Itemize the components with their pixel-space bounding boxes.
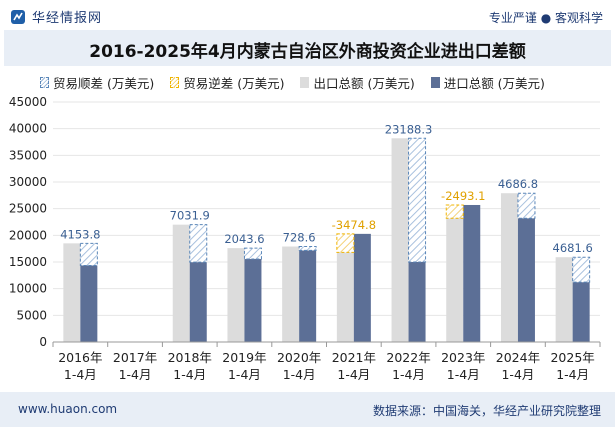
export-bar xyxy=(555,257,573,342)
balance-data-label: 4686.8 xyxy=(498,177,538,191)
legend-label-surplus: 贸易顺差 (万美元) xyxy=(53,76,155,91)
brand-name: 华经情报网 xyxy=(32,11,103,26)
title-band: 2016-2025年4月内蒙古自治区外商投资企业进出口差额 xyxy=(4,30,611,66)
x-tick-label: 2024年 1-4月 xyxy=(496,350,540,382)
x-tick-label: 2025年 1-4月 xyxy=(550,350,594,382)
export-bar xyxy=(282,246,300,342)
y-tick-label: 0 xyxy=(39,335,47,349)
legend-label-export: 出口总额 (万美元) xyxy=(313,76,415,91)
footer-source: 数据来源：中国海关，华经产业研究院整理 xyxy=(372,404,601,418)
export-bar xyxy=(336,252,354,342)
y-tick-label: 35000 xyxy=(9,148,47,162)
y-tick-label: 10000 xyxy=(9,282,47,296)
import-bar xyxy=(80,265,98,342)
export-bar xyxy=(391,138,409,342)
x-tick-label: 2022年 1-4月 xyxy=(386,350,430,382)
balance-data-label: 7031.9 xyxy=(170,209,210,223)
export-bar xyxy=(500,193,518,342)
legend-swatch-export xyxy=(300,77,310,88)
legend-item-export: 出口总额 (万美元) xyxy=(300,73,415,92)
footer: www.huaon.com 数据来源：中国海关，华经产业研究院整理 xyxy=(0,392,615,427)
x-tick-label: 2017年 1-4月 xyxy=(113,350,157,382)
balance-data-label: 4153.8 xyxy=(60,227,100,241)
y-tick-label: 40000 xyxy=(9,122,47,136)
legend-label-import: 进口总额 (万美元) xyxy=(443,76,545,91)
export-bar xyxy=(172,224,190,342)
surplus-box xyxy=(189,224,208,263)
balance-data-label: -2493.1 xyxy=(441,189,485,203)
export-bar xyxy=(446,218,464,342)
legend-item-surplus: 贸易顺差 (万美元) xyxy=(40,73,154,92)
legend-swatch-surplus xyxy=(40,77,49,88)
y-tick-label: 25000 xyxy=(9,202,47,216)
legend-swatch-import xyxy=(430,77,440,88)
x-tick-label: 2021年 1-4月 xyxy=(332,350,376,382)
x-tick-label: 2020年 1-4月 xyxy=(277,350,321,382)
legend-item-deficit: 贸易逆差 (万美元) xyxy=(170,73,284,92)
brand-logo-icon xyxy=(11,9,25,24)
surplus-box xyxy=(243,247,262,260)
export-bar xyxy=(227,248,245,342)
y-tick-label: 15000 xyxy=(9,255,47,269)
deficit-box xyxy=(336,233,355,253)
import-bar xyxy=(408,261,426,342)
legend-item-import: 进口总额 (万美元) xyxy=(430,73,545,92)
import-bar xyxy=(189,262,207,342)
balance-data-label: 4681.6 xyxy=(553,241,593,255)
y-tick-label: 20000 xyxy=(9,228,47,242)
balance-data-label: -3474.8 xyxy=(332,218,376,232)
x-tick-label: 2018年 1-4月 xyxy=(168,350,212,382)
surplus-box xyxy=(517,192,536,219)
y-tick-label: 5000 xyxy=(16,308,47,322)
x-tick-label: 2019年 1-4月 xyxy=(222,350,266,382)
import-bar xyxy=(517,218,535,342)
x-tick-label: 2016年 1-4月 xyxy=(58,350,102,382)
tagline: 专业严谨 ● 客观科学 xyxy=(488,11,603,25)
bars: 4153.8 7031.9 2043.6 728.6 -3474.8 23188.3 -24… xyxy=(60,122,593,342)
trade-balance-chart: 0 5000 10000 15000 20000 25000 30000 35000 40000… xyxy=(9,95,601,382)
surplus-box xyxy=(79,242,98,266)
legend-swatch-deficit xyxy=(170,77,180,88)
top-bar: 华经情报网 专业严谨 ● 客观科学 xyxy=(0,0,615,30)
y-tick-label: 45000 xyxy=(9,95,47,109)
export-bar xyxy=(63,243,81,342)
import-bar xyxy=(463,204,481,342)
chart-title: 2016-2025年4月内蒙古自治区外商投资企业进出口差额 xyxy=(89,42,526,62)
surplus-box xyxy=(298,246,317,251)
legend-label-deficit: 贸易逆差 (万美元) xyxy=(183,76,285,91)
balance-data-label: 23188.3 xyxy=(385,122,433,136)
deficit-box xyxy=(445,204,464,219)
import-bar xyxy=(353,233,371,342)
y-tick-label: 30000 xyxy=(9,175,47,189)
x-tick-label: 2023年 1-4月 xyxy=(441,350,485,382)
footer-website: www.huaon.com xyxy=(18,402,118,416)
legend: 贸易顺差 (万美元) 贸易逆差 (万美元) 出口总额 (万美元) 进口总额 (万… xyxy=(40,73,545,92)
import-bar xyxy=(572,282,590,342)
import-bar xyxy=(299,250,317,342)
balance-data-label: 728.6 xyxy=(283,231,316,245)
surplus-box xyxy=(408,137,427,263)
x-axis: 2016年 1-4月 2017年 1-4月 2018年 1-4月 2019年 1-4月 2020… xyxy=(52,341,601,382)
import-bar xyxy=(244,259,262,342)
brand: 华经情报网 xyxy=(10,7,102,26)
balance-data-label: 2043.6 xyxy=(224,232,264,246)
surplus-box xyxy=(572,256,591,283)
